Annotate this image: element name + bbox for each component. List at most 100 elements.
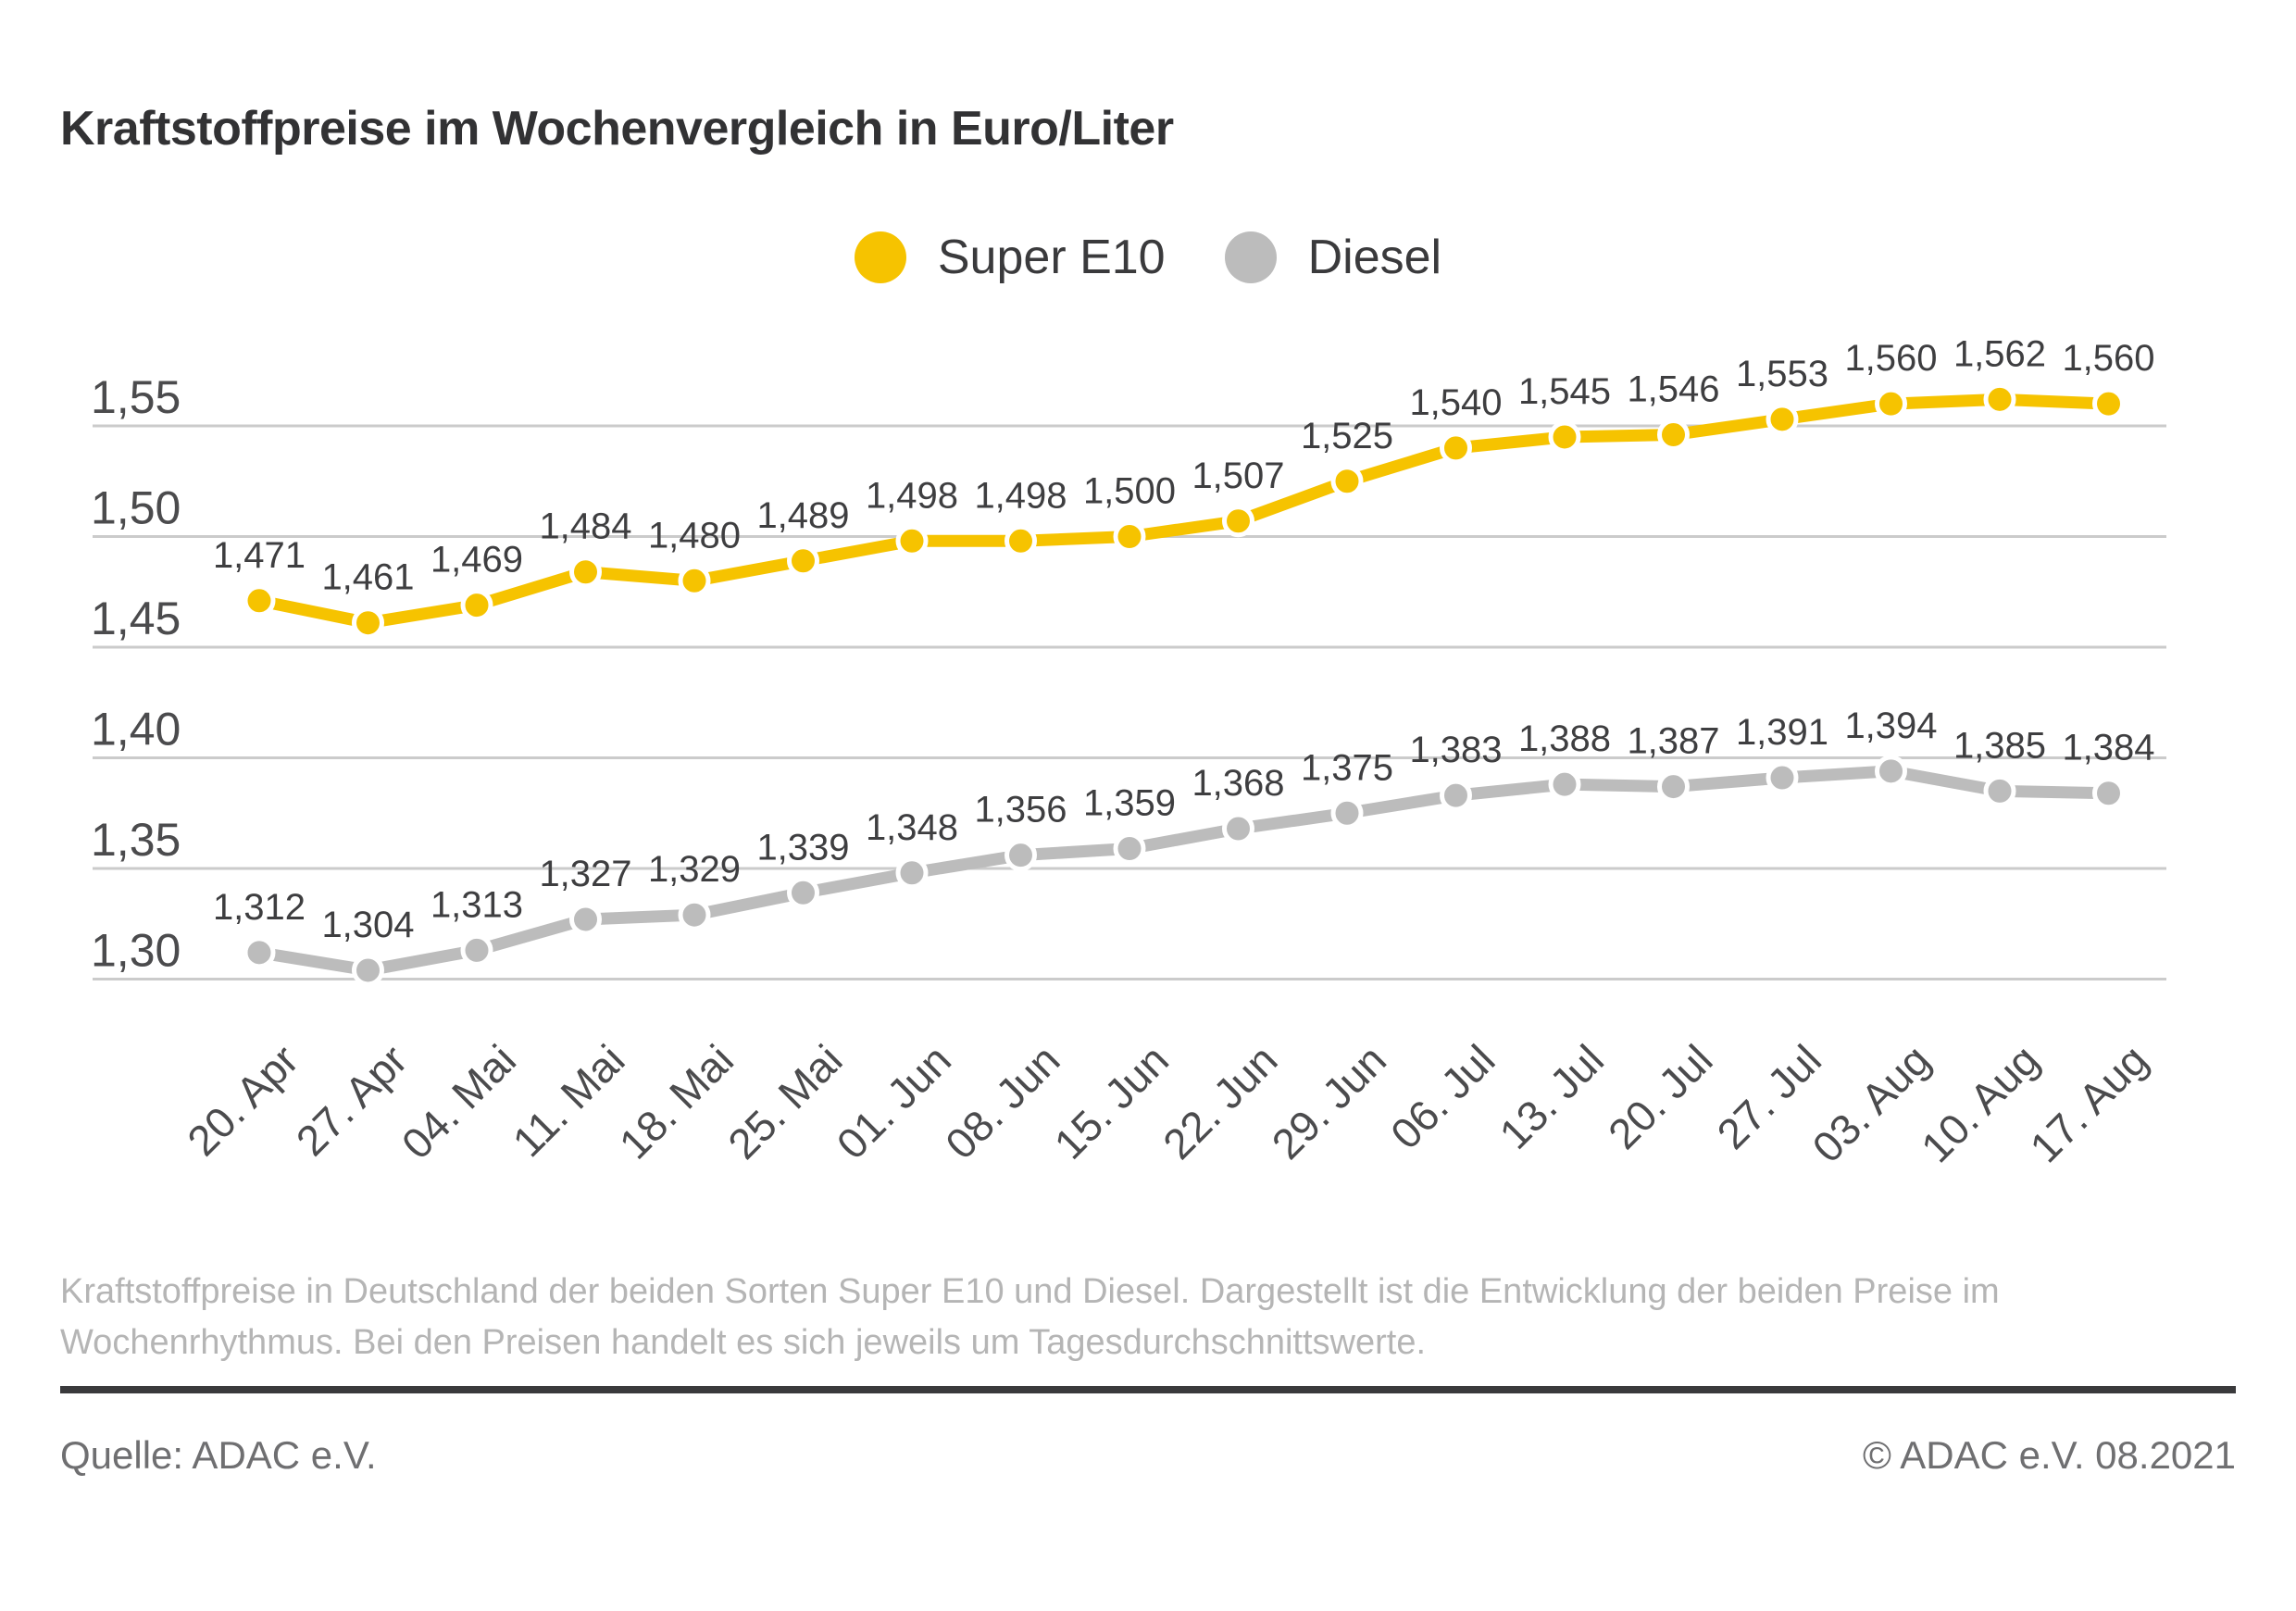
x-axis-label: 25. Mai (718, 1035, 851, 1168)
data-label-diesel: 1,394 (1844, 706, 1937, 746)
data-point-diesel (1222, 812, 1254, 845)
data-point-super-e10 (569, 556, 602, 589)
data-point-diesel (1113, 831, 1146, 865)
series-segment (1781, 765, 1891, 784)
data-point-super-e10 (1222, 505, 1254, 538)
data-label-super-e10: 1,560 (1844, 338, 1937, 379)
data-label-super-e10: 1,500 (1083, 471, 1176, 512)
data-point-diesel (1657, 770, 1690, 804)
data-point-super-e10 (1330, 465, 1364, 498)
series-segment (1128, 822, 1240, 855)
legend-label-diesel: Diesel (1307, 231, 1442, 284)
series-segment (693, 886, 805, 921)
legend-item-super-e10: Super E10 (854, 230, 1166, 285)
data-label-super-e10: 1,545 (1518, 371, 1611, 412)
data-point-diesel (1440, 779, 1472, 812)
y-axis-label: 1,35 (91, 814, 181, 866)
series-segment (1999, 393, 2109, 410)
series-segment (1345, 442, 1458, 487)
data-point-diesel (1983, 774, 2016, 807)
data-point-diesel (1330, 796, 1364, 830)
series-segment (1890, 765, 2002, 797)
data-point-super-e10 (787, 544, 819, 578)
x-axis-label: 04. Mai (393, 1035, 525, 1168)
data-label-super-e10: 1,562 (1953, 333, 2046, 374)
series-diesel: 1,312 1,304 1,313 1,327 1,329 1,339 1,348 1,356… (213, 706, 2155, 987)
data-label-super-e10: 1,461 (321, 557, 414, 598)
y-axis-label: 1,40 (91, 704, 181, 756)
footer: Quelle: ADAC e.V. © ADAC e.V. 08.2021 (60, 1433, 2236, 1478)
gridlines: 1,55 1,50 1,45 1,40 1,35 1,30 (91, 371, 2166, 980)
x-axis-label: 01. Jun (828, 1035, 960, 1168)
x-axis-label: 20. Apr (178, 1035, 307, 1165)
data-point-diesel (1875, 755, 1907, 788)
data-label-diesel: 1,391 (1736, 712, 1828, 753)
data-point-super-e10 (243, 584, 276, 618)
x-axis-label: 18. Mai (610, 1035, 742, 1168)
series-segment (257, 594, 369, 630)
data-label-super-e10: 1,498 (974, 475, 1067, 516)
data-label-diesel: 1,304 (321, 905, 414, 945)
data-label-super-e10: 1,540 (1409, 382, 1502, 423)
x-axis-label: 17. Aug (2020, 1035, 2156, 1171)
data-label-super-e10: 1,498 (866, 475, 958, 516)
series-segment (1890, 393, 2001, 410)
series-super-e10: 1,471 1,461 1,469 1,484 1,480 1,489 1,498 1,498… (213, 333, 2155, 640)
x-axis-label: 03. Aug (1803, 1035, 1939, 1171)
super-e10-dot-icon (854, 231, 906, 283)
data-label-super-e10: 1,560 (2062, 338, 2154, 379)
data-label-diesel: 1,313 (430, 884, 523, 925)
data-label-diesel: 1,327 (539, 854, 631, 894)
data-label-diesel: 1,385 (1953, 725, 2046, 766)
data-label-diesel: 1,387 (1627, 721, 1719, 762)
series-segment (1781, 397, 1892, 426)
data-label-diesel: 1,348 (866, 807, 958, 848)
data-label-super-e10: 1,471 (213, 535, 306, 576)
series-segment (585, 908, 695, 926)
series-segment (584, 566, 695, 587)
series-segment (1454, 778, 1566, 802)
data-label-super-e10: 1,469 (430, 540, 523, 581)
x-axis-label: 22. Jun (1154, 1035, 1286, 1168)
data-point-diesel (1548, 768, 1581, 801)
data-label-diesel: 1,368 (1192, 763, 1284, 804)
data-point-diesel (243, 936, 276, 969)
data-label-super-e10: 1,546 (1627, 369, 1719, 410)
series-segment (367, 599, 479, 630)
series-segment (1345, 789, 1457, 819)
x-axis-label: 13. Jul (1490, 1035, 1613, 1158)
copyright-label: © ADAC e.V. 08.2021 (1863, 1433, 2236, 1477)
data-point-super-e10 (1657, 418, 1690, 452)
y-axis-label: 1,55 (91, 371, 181, 423)
series-segment (1564, 778, 1674, 793)
x-axis-label: 20. Jul (1599, 1035, 1722, 1158)
data-point-super-e10 (1766, 403, 1799, 436)
data-point-super-e10 (1113, 520, 1146, 553)
y-axis-label: 1,30 (91, 925, 181, 977)
series-segment (1236, 475, 1350, 527)
data-point-super-e10 (895, 524, 929, 557)
page-title: Kraftstoffpreise im Wochenvergleich in E… (60, 101, 1174, 156)
series-segment (1020, 843, 1130, 862)
data-point-super-e10 (2092, 387, 2125, 420)
series-segment (475, 913, 588, 956)
series-segment (802, 534, 914, 568)
data-label-super-e10: 1,507 (1192, 456, 1284, 496)
data-label-diesel: 1,375 (1301, 747, 1393, 788)
x-axis-label: 29. Jun (1263, 1035, 1395, 1168)
series-segment (367, 944, 479, 977)
data-point-diesel (678, 898, 711, 931)
source-label: Quelle: ADAC e.V. (60, 1433, 377, 1477)
data-point-super-e10 (460, 589, 493, 622)
series-segment (1672, 413, 1783, 441)
chart-legend: Super E10 Diesel (0, 230, 2296, 285)
data-point-diesel (1766, 761, 1799, 794)
x-axis-label: 06. Jul (1381, 1035, 1504, 1158)
x-axis-label: 10. Aug (1912, 1035, 2048, 1171)
data-point-diesel (2092, 777, 2125, 810)
data-label-super-e10: 1,553 (1736, 354, 1828, 394)
data-label-super-e10: 1,484 (539, 506, 631, 547)
